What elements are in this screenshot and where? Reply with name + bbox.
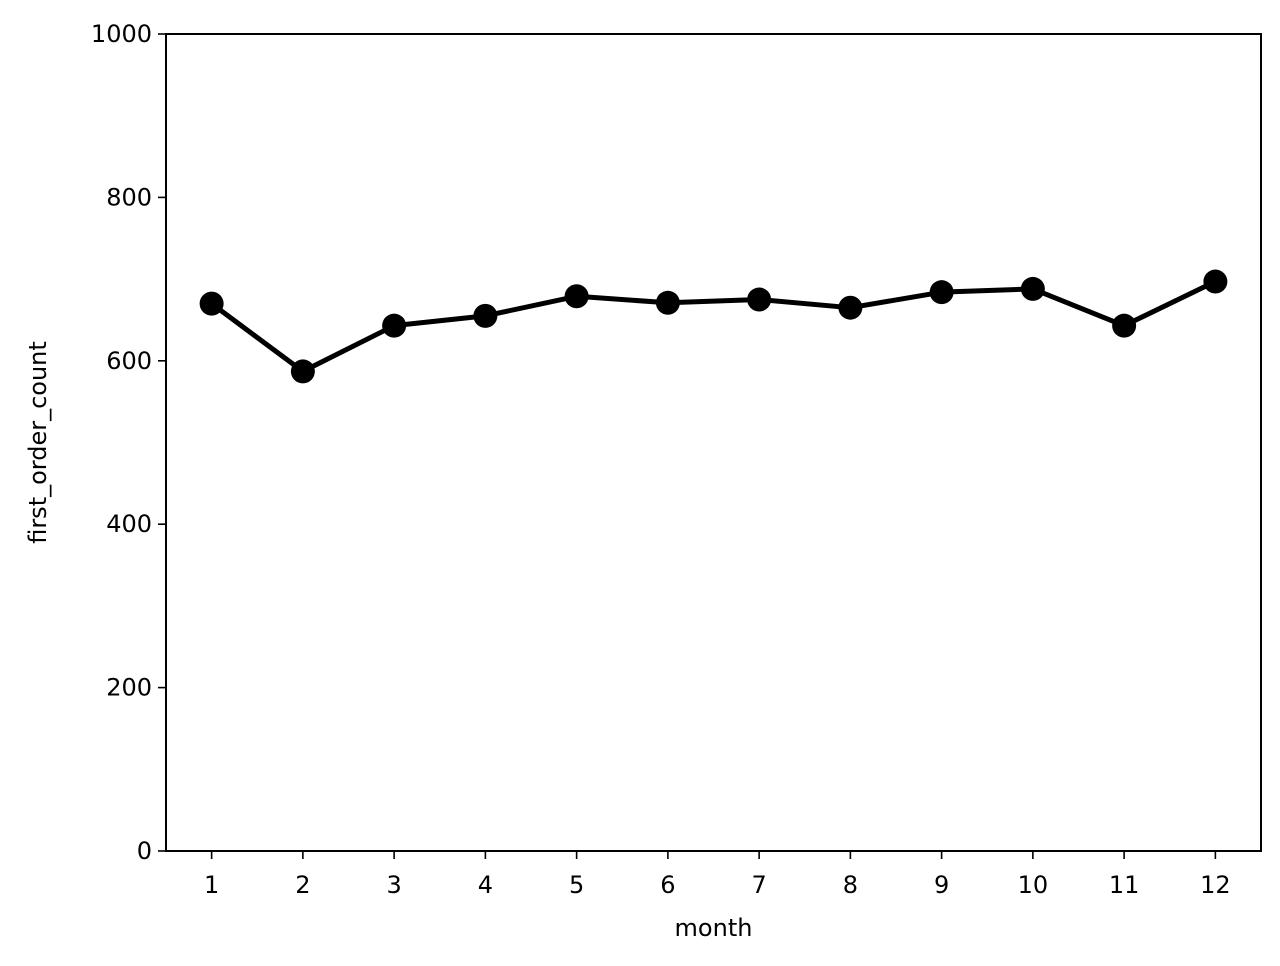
data-point [747, 287, 772, 312]
y-tick-label: 400 [106, 510, 152, 538]
data-point [564, 284, 589, 309]
x-tick-label: 2 [295, 871, 310, 899]
x-tick-label: 9 [934, 871, 949, 899]
data-point [655, 290, 680, 315]
x-tick-label: 5 [569, 871, 584, 899]
y-tick-label: 200 [106, 674, 152, 702]
x-tick-label: 11 [1109, 871, 1140, 899]
x-tick-label: 10 [1018, 871, 1049, 899]
y-tick-label: 1000 [91, 20, 152, 48]
x-tick-label: 12 [1200, 871, 1231, 899]
y-axis-ticks: 0 200 400 600 800 1000 [91, 20, 166, 865]
x-axis-title: month [675, 914, 753, 942]
x-tick-label: 1 [204, 871, 219, 899]
x-tick-label: 3 [386, 871, 401, 899]
data-point [199, 291, 224, 316]
data-point [929, 280, 954, 305]
series-group [199, 269, 1228, 384]
x-tick-label: 4 [478, 871, 493, 899]
plot-frame [165, 33, 1262, 852]
y-tick-label: 600 [106, 347, 152, 375]
x-tick-label: 7 [751, 871, 766, 899]
x-tick-label: 8 [843, 871, 858, 899]
y-tick-label: 800 [106, 183, 152, 211]
x-axis-ticks: 1 2 3 4 5 6 7 8 9 10 11 12 [204, 851, 1231, 899]
data-point [1203, 269, 1228, 294]
data-point [838, 295, 863, 320]
y-tick-label: 0 [137, 837, 152, 865]
y-axis-title: first_order_count [24, 341, 52, 544]
series-line [209, 279, 1218, 374]
x-tick-label: 6 [660, 871, 675, 899]
data-point [290, 359, 315, 384]
data-point [1020, 276, 1045, 301]
data-point [473, 303, 498, 328]
data-point [382, 313, 407, 338]
data-point [1112, 313, 1137, 338]
